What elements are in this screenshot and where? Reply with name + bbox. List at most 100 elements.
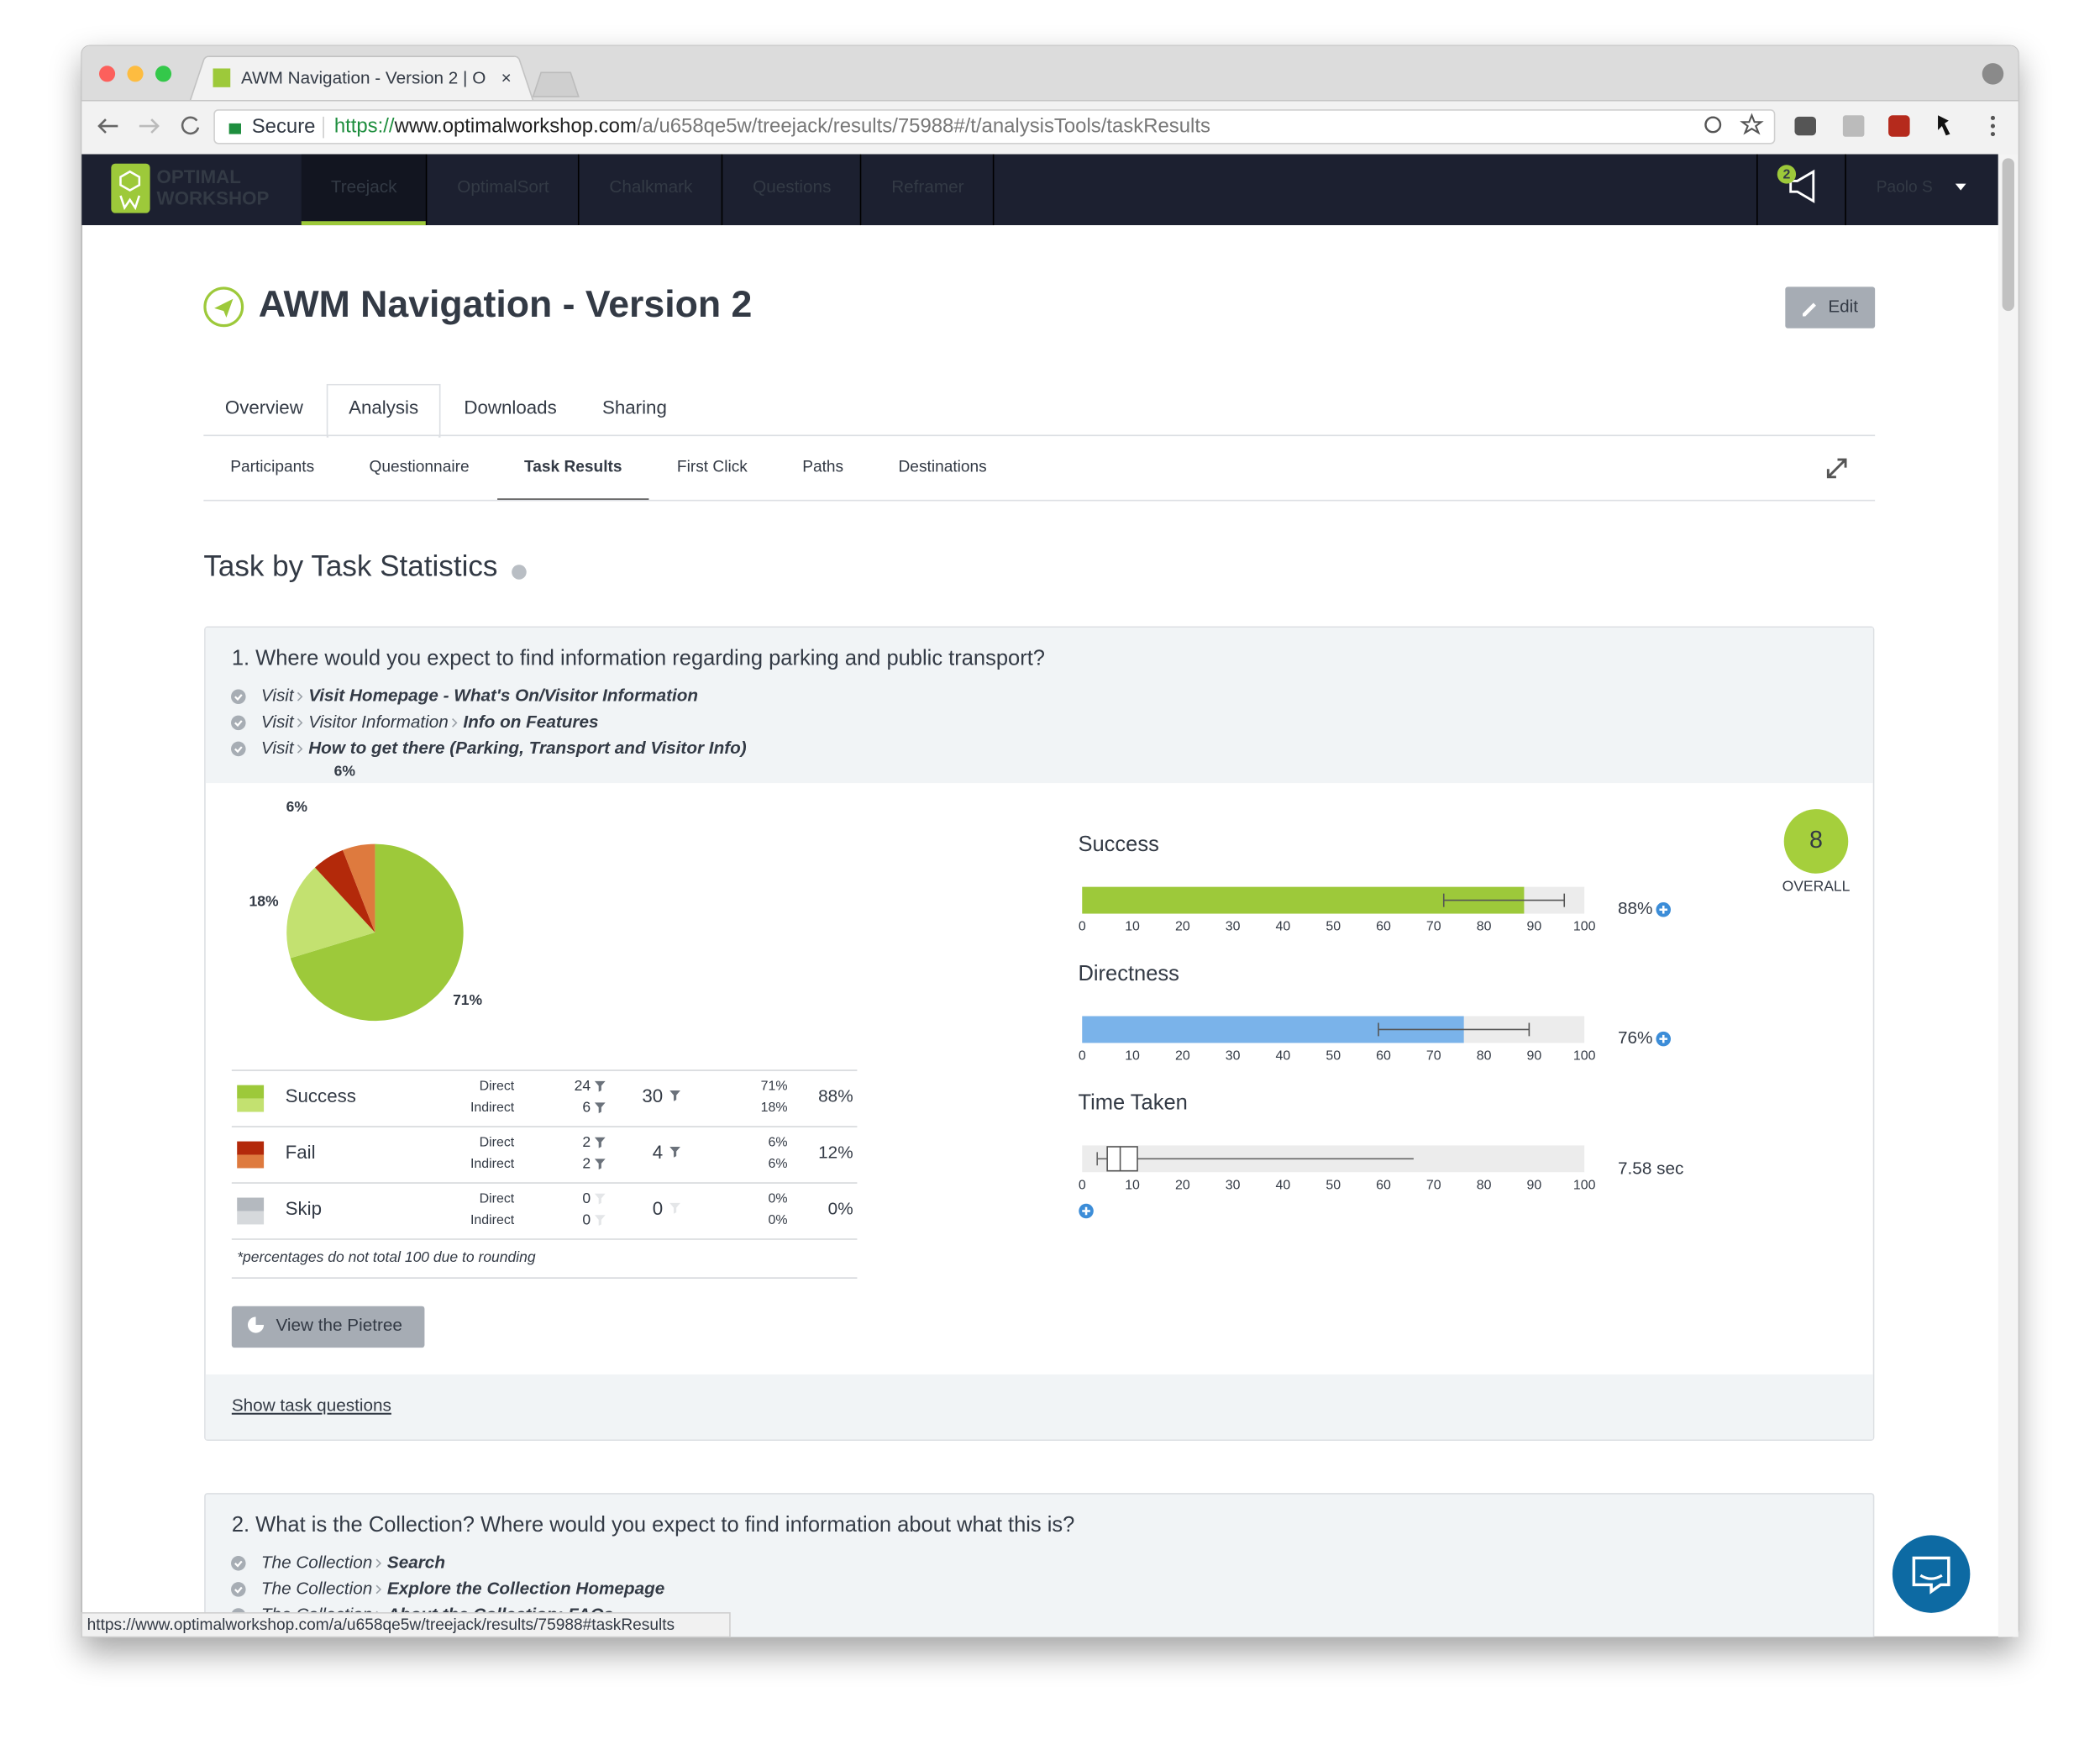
nav-item-bg[interactable] <box>580 154 722 226</box>
user-menu[interactable]: Paolo S <box>1877 178 1933 196</box>
active-tab[interactable] <box>189 55 534 102</box>
filter-icon[interactable] <box>594 1102 606 1114</box>
profile-icon[interactable] <box>1982 63 2004 85</box>
filter-icon[interactable] <box>669 1202 680 1214</box>
crumb-chevron <box>297 744 303 754</box>
subtab[interactable]: First Click <box>677 459 748 476</box>
metric-value: 88% <box>1618 899 1652 918</box>
bookmark-star[interactable] <box>1740 113 1764 135</box>
new-tab[interactable] <box>532 71 580 97</box>
filter-icon[interactable] <box>594 1137 606 1148</box>
filter-icon[interactable] <box>594 1215 606 1227</box>
nav-item[interactable]: Questions <box>753 177 831 197</box>
edit-button[interactable] <box>1785 286 1876 328</box>
subtab[interactable]: Paths <box>802 459 843 476</box>
path-crumb: The Collection <box>261 1579 372 1598</box>
path-crumb: The Collection <box>261 1553 372 1572</box>
tab[interactable]: Sharing <box>602 397 667 418</box>
pocket-icon[interactable] <box>1794 116 1816 136</box>
nav-item[interactable]: Chalkmark <box>609 177 693 197</box>
pietree-button-label[interactable]: View the Pietree <box>276 1316 402 1335</box>
url-host: www.optimalworkshop.com <box>394 115 637 138</box>
nav-item-bg[interactable] <box>428 154 579 226</box>
correct-path-icon <box>231 715 246 731</box>
path-target[interactable]: Info on Features <box>463 712 598 732</box>
x-tick-label: 30 <box>1226 920 1241 934</box>
user-caret[interactable] <box>1955 183 1966 191</box>
logo-line: WORKSHOP <box>157 188 270 209</box>
nav-item[interactable]: Reframer <box>891 177 963 197</box>
chat-launcher[interactable] <box>1892 1535 1971 1613</box>
pie-icon <box>247 1316 265 1333</box>
forward-button[interactable] <box>139 118 160 134</box>
nav-item-bg[interactable] <box>723 154 861 226</box>
back-button[interactable] <box>97 118 118 134</box>
reload-button[interactable] <box>181 116 200 135</box>
tab[interactable]: Overview <box>225 397 304 418</box>
subtab[interactable]: Task Results <box>524 459 622 476</box>
nav-items: Treejack OptimalSort Chalkmark Questions Ref… <box>301 154 995 226</box>
path-target[interactable]: Explore the Collection Homepage <box>387 1579 664 1598</box>
show-questions-link[interactable]: Show task questions <box>232 1396 391 1416</box>
pie-slice <box>290 843 464 1022</box>
path-target[interactable]: How to get there (Parking, Transport and… <box>308 738 747 758</box>
check <box>234 1560 243 1568</box>
extension-icon[interactable] <box>1842 115 1865 137</box>
edit-button-label[interactable]: Edit <box>1828 297 1858 317</box>
url-path: /a/u658qe5w/treejack/results/75988#/t/an… <box>637 115 1210 138</box>
secure-label: Secure <box>252 115 316 138</box>
nav-item[interactable]: Treejack <box>331 177 397 197</box>
fullscreen-icon[interactable] <box>1826 458 1847 479</box>
card <box>204 626 1875 1441</box>
tab-close[interactable]: × <box>501 69 512 88</box>
subtab[interactable]: Questionnaire <box>370 459 470 476</box>
row-sub-label: Indirect <box>470 1213 515 1227</box>
help-icon[interactable] <box>512 565 527 580</box>
x-tick-label: 80 <box>1477 1049 1492 1064</box>
x-tick-label: 0 <box>1079 920 1086 934</box>
path-target[interactable]: Search <box>387 1553 445 1572</box>
x-tick-label: 60 <box>1376 920 1391 934</box>
tab[interactable]: Downloads <box>464 397 556 418</box>
menu-icon[interactable] <box>1990 115 1995 137</box>
extension-icon[interactable] <box>1888 115 1910 137</box>
check <box>234 1586 243 1594</box>
filter-icon[interactable] <box>594 1159 606 1170</box>
url-scheme: https:// <box>334 115 395 138</box>
x-tick-label: 40 <box>1276 1049 1291 1064</box>
announcements-icon[interactable] <box>1789 169 1815 203</box>
nav-item-bg[interactable] <box>862 154 994 226</box>
subtab[interactable]: Destinations <box>899 459 987 476</box>
x-tick-label: 0 <box>1079 1049 1086 1064</box>
x-tick-label: 50 <box>1326 920 1341 934</box>
row-count: 0 <box>582 1211 591 1227</box>
check <box>234 746 243 754</box>
address-field[interactable] <box>213 109 1776 144</box>
filter-icon[interactable] <box>669 1090 680 1101</box>
pie-label: 6% <box>286 798 308 815</box>
extension-icon[interactable] <box>1938 115 1950 136</box>
x-tick-label: 0 <box>1079 1178 1086 1192</box>
subtabs: Participants Questionnaire Task Results Fir… <box>230 459 987 502</box>
zoom-icon[interactable] <box>1704 116 1722 134</box>
scrollbar-thumb[interactable] <box>2002 158 2014 312</box>
metric-title: Time Taken <box>1078 1091 1187 1115</box>
minimize-dot[interactable] <box>127 66 144 82</box>
filter-icon[interactable] <box>594 1080 606 1092</box>
row-total-percent: 0% <box>828 1199 853 1218</box>
path-target[interactable]: Visit Homepage - What's On/Visitor Infor… <box>308 686 698 706</box>
x-tick-label: 60 <box>1376 1049 1391 1064</box>
tab[interactable]: Analysis <box>349 397 418 418</box>
pietree-button[interactable] <box>231 1306 425 1348</box>
row-percent: 6% <box>768 1135 787 1149</box>
confidence-interval <box>1442 893 1566 907</box>
filter-icon[interactable] <box>669 1146 680 1158</box>
nav-item-bg[interactable] <box>301 154 427 226</box>
close-dot[interactable] <box>98 66 116 82</box>
nav-item[interactable]: OptimalSort <box>457 177 549 197</box>
zoom-dot[interactable] <box>155 66 172 82</box>
correct-path-icon <box>231 1582 246 1597</box>
subtab[interactable]: Participants <box>230 459 314 476</box>
tasks: 1. Where would you expect to find inform… <box>204 626 1875 1637</box>
filter-icon[interactable] <box>594 1193 606 1205</box>
